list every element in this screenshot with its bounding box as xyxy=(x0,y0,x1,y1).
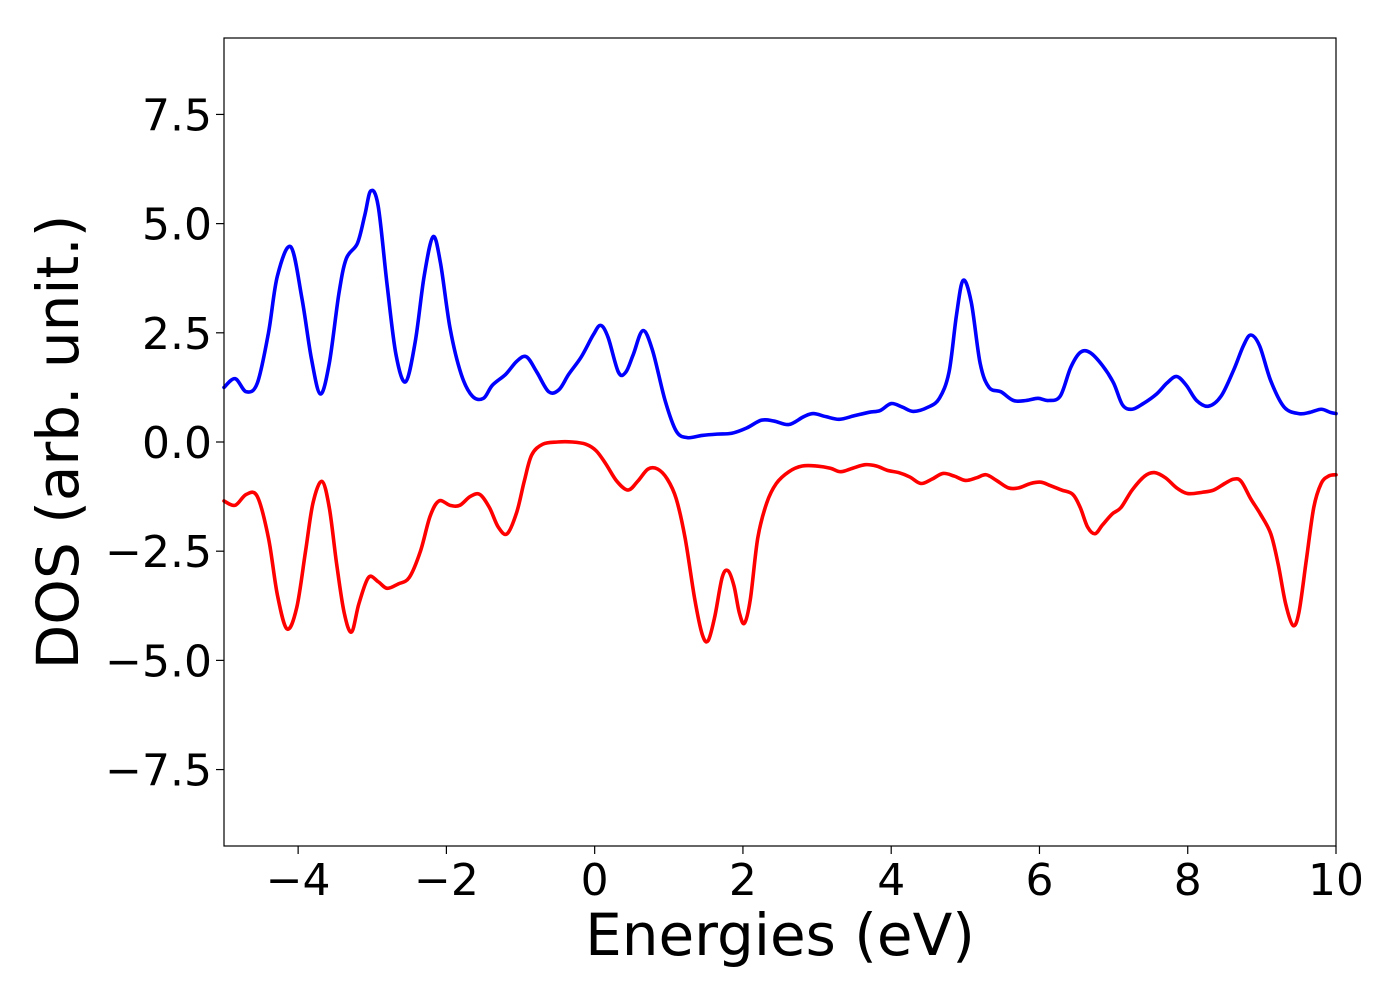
x-tick-label: 6 xyxy=(1025,855,1053,906)
x-tick-label: −4 xyxy=(266,855,331,906)
series-layer xyxy=(222,188,1338,644)
y-tick-label: −7.5 xyxy=(105,746,212,797)
spin-up-dos-line xyxy=(222,188,1338,440)
x-tick-label: 10 xyxy=(1308,855,1364,906)
ticks-layer: −4 −2 0 2 4 6 8 10 −7.5 −5.0 −2.5 0.0 2.5 5.0 7.5 xyxy=(105,90,1364,906)
y-tick-label: 5.0 xyxy=(142,200,212,251)
y-tick-label: −5.0 xyxy=(105,636,212,687)
x-tick-label: −2 xyxy=(414,855,479,906)
y-tick-label: 0.0 xyxy=(142,418,212,469)
y-tick-label: 2.5 xyxy=(142,309,212,360)
x-tick-label: 2 xyxy=(729,855,757,906)
x-tick-label: 4 xyxy=(877,855,905,906)
y-tick-label: 7.5 xyxy=(142,90,212,141)
y-tick-label: −2.5 xyxy=(105,527,212,578)
x-axis-title: Energies (eV) xyxy=(585,901,975,969)
y-axis-title: DOS (arb. unit.) xyxy=(24,215,92,670)
spin-down-dos-line xyxy=(222,439,1338,644)
x-tick-label: 8 xyxy=(1174,855,1202,906)
plot-frame xyxy=(223,37,1337,847)
x-tick-label: 0 xyxy=(581,855,609,906)
